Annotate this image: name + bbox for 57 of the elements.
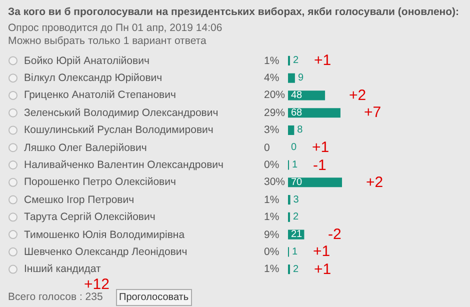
text: 20% bbox=[264, 89, 286, 101]
data-label: 21 bbox=[291, 229, 303, 240]
data-label: 70 bbox=[291, 176, 303, 188]
data-label: 3 bbox=[293, 194, 300, 206]
text: 0 bbox=[264, 142, 270, 154]
annotation: +2 bbox=[366, 174, 384, 191]
y-tick-label: Гриценко Анатолій Степанович bbox=[24, 89, 176, 101]
bar bbox=[288, 125, 294, 136]
y-tick-label: Інший кандидат bbox=[24, 263, 101, 275]
y-tick-label: Тимошенко Юлія Володимирівна bbox=[24, 229, 185, 241]
y-tick-label: Вілкул Олександр Юрійович bbox=[24, 72, 162, 84]
text: 9% bbox=[264, 229, 280, 241]
text: 1% bbox=[264, 55, 280, 67]
y-tick-label: Шевченко Олександр Леонідович bbox=[24, 246, 188, 258]
text: 1% bbox=[264, 211, 280, 223]
annotation: +1 bbox=[314, 52, 332, 69]
data-label: 9 bbox=[298, 72, 304, 84]
text: 30% bbox=[264, 176, 286, 188]
annotation: +1 bbox=[313, 243, 330, 260]
y-tick-label: Кошулинський Руслан Володимирович bbox=[24, 124, 214, 136]
annotation: +1 bbox=[312, 139, 330, 156]
y-tick-label: Зеленський Володимир Олександрович bbox=[24, 107, 218, 119]
y-tick-label: Бойко Юрій Анатолійович bbox=[24, 55, 150, 67]
annotation: -2 bbox=[328, 226, 342, 243]
text: 0% bbox=[264, 246, 280, 258]
text: 3% bbox=[264, 124, 280, 136]
annotation: +1 bbox=[314, 261, 332, 278]
bar bbox=[288, 178, 342, 188]
text: 1% bbox=[264, 194, 280, 206]
data-label: 8 bbox=[297, 124, 304, 136]
data-label: 68 bbox=[291, 107, 303, 118]
y-tick-label: Ляшко Олег Валерійович bbox=[24, 142, 147, 154]
y-tick-label: Смешко Ігор Петрович bbox=[24, 194, 134, 206]
data-label: 1 bbox=[292, 160, 298, 170]
y-tick-label: Порошенко Петро Олексійович bbox=[24, 176, 176, 188]
text: Проголосовать bbox=[119, 292, 189, 303]
data-label: 2 bbox=[293, 264, 299, 275]
data-label: 2 bbox=[293, 212, 299, 223]
y-tick-label: Тарута Сергій Олексійович bbox=[24, 211, 156, 223]
text: 0% bbox=[264, 159, 280, 171]
bar bbox=[288, 108, 340, 118]
text: Опрос проводится до Пн 01 апр, 2019 14:06 Можно выбрать только 1 вариант ответа bbox=[8, 22, 222, 47]
bar bbox=[288, 73, 295, 83]
data-label: 1 bbox=[292, 246, 298, 258]
annotation: +2 bbox=[349, 87, 366, 104]
chart-title: За кого ви б проголосували на президентських виборах, якби голосували (оновлено): bbox=[8, 6, 460, 18]
annotation: +7 bbox=[364, 104, 382, 121]
text: 1% bbox=[264, 263, 280, 275]
data-label: 0 bbox=[291, 142, 297, 154]
annotation: -1 bbox=[313, 157, 326, 174]
text: 4% bbox=[264, 72, 280, 84]
data-label: 48 bbox=[291, 90, 303, 101]
text: Всего голосов : 235 bbox=[8, 291, 103, 303]
y-tick-label: Наливайченко Валентин Олександрович bbox=[24, 159, 224, 171]
text: +12 bbox=[84, 276, 110, 293]
text: 29% bbox=[264, 107, 286, 119]
data-label: 2 bbox=[293, 55, 299, 66]
